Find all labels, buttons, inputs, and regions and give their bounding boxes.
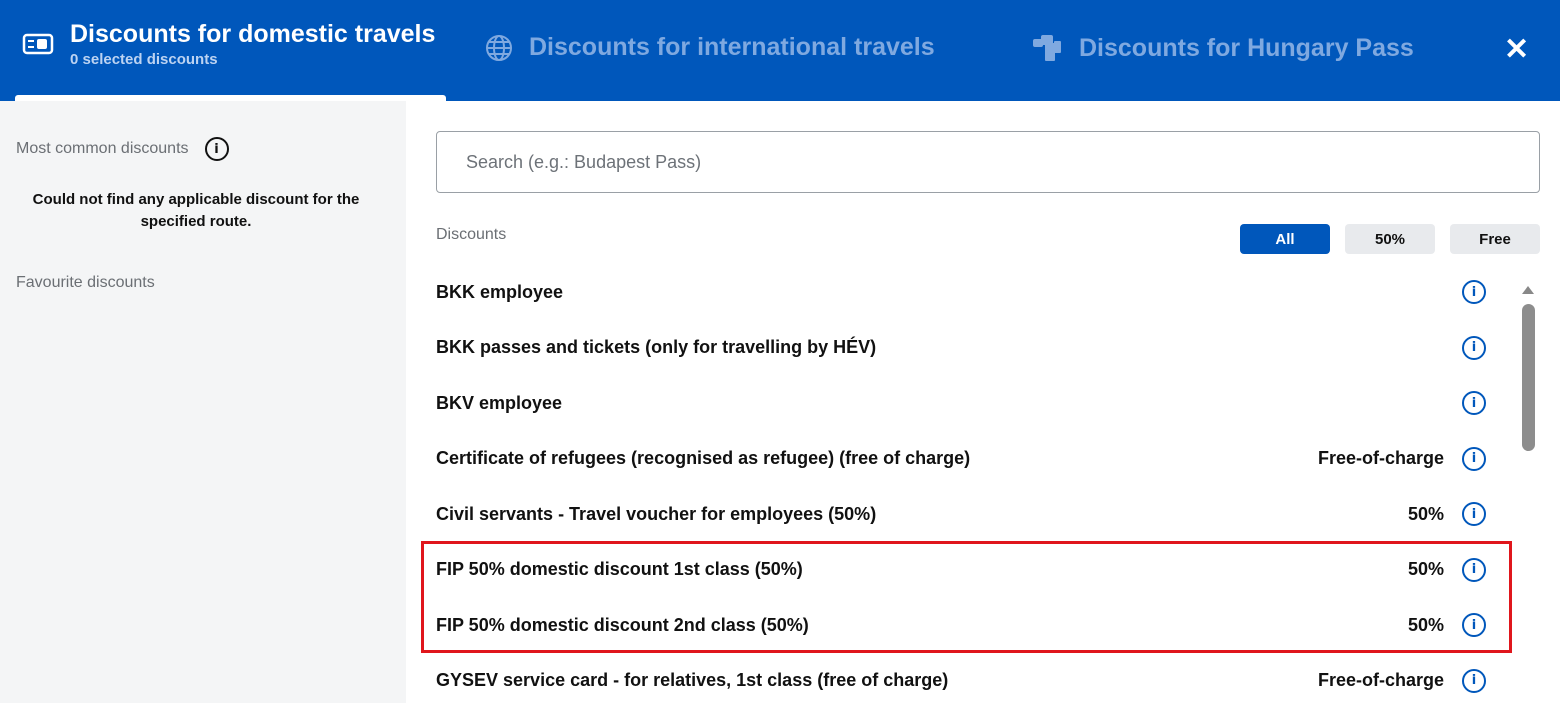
discount-name: GYSEV service card - for relatives, 1st … [436,670,949,690]
discounts-label: Discounts [436,226,507,243]
tab-hungary-pass[interactable]: Discounts for Hungary Pass [1033,33,1414,63]
most-common-heading: Most common discounts i [16,137,229,161]
discount-row[interactable]: GYSEV service card - for relatives, 1st … [436,661,1486,701]
info-icon[interactable]: i [1462,446,1486,471]
tab-title: Discounts for domestic travels [70,20,436,48]
discount-value: Free-of-charge [1317,448,1444,468]
discount-name: BKK passes and tickets (only for travell… [436,337,877,357]
discount-name: FIP 50% domestic discount 1st class (50%… [436,559,803,579]
tab-label: Discounts for Hungary Pass [1079,33,1414,62]
tab-label: Discounts for international travels [529,33,935,61]
close-icon[interactable]: ✕ [1504,33,1530,66]
discount-row[interactable]: BKV employee i [436,383,1486,423]
info-icon[interactable]: i [1462,335,1486,360]
discount-value: 50% [1407,559,1444,579]
discount-value: 50% [1407,503,1444,524]
search-input[interactable] [436,131,1540,193]
discount-row[interactable]: FIP 50% domestic discount 1st class (50%… [436,550,1486,590]
tab-international[interactable]: Discounts for international travels [485,33,935,62]
favourite-label: Favourite discounts [16,274,155,291]
info-icon[interactable]: i [204,137,229,161]
info-icon[interactable]: i [1462,391,1486,415]
info-icon[interactable]: i [1462,280,1486,304]
discount-name: FIP 50% domestic discount 2nd class (50%… [436,614,809,635]
discount-row[interactable]: BKK employee i [436,272,1486,312]
tab-domestic[interactable]: Discounts for domestic travels 0 selected… [22,20,435,68]
sidebar: Most common discounts i Could not find a… [0,101,406,703]
discount-row[interactable]: FIP 50% domestic discount 2nd class (50%… [436,605,1486,645]
info-icon[interactable]: i [1462,613,1486,637]
discount-name: Civil servants - Travel voucher for empl… [436,503,877,524]
discount-row[interactable]: BKK passes and tickets (only for travell… [436,328,1486,368]
header: Discounts for domestic travels 0 selected… [0,0,1560,103]
active-tab-indicator [15,95,446,103]
filter-all-button[interactable]: All [1240,224,1330,254]
most-common-label: Most common discounts [16,140,189,157]
highlight-box [421,541,1512,653]
filter-free-button[interactable]: Free [1450,224,1540,254]
card-icon [22,32,54,56]
info-icon[interactable]: i [1462,668,1486,693]
selected-count: 0 selected discounts [70,51,218,68]
filter-50-button[interactable]: 50% [1345,224,1435,254]
discount-value: Free-of-charge [1317,670,1444,690]
discount-name: BKK employee [436,281,564,302]
globe-icon [485,34,513,62]
empty-message: Could not find any applicable discount f… [32,191,360,230]
discount-name: BKV employee [436,392,563,413]
discount-name: Certificate of refugees (recognised as r… [436,448,971,468]
discount-row[interactable]: Certificate of refugees (recognised as r… [436,439,1486,479]
scroll-up-arrow[interactable] [1522,286,1534,294]
info-icon[interactable]: i [1462,502,1486,526]
scrollbar-thumb[interactable] [1522,304,1535,451]
info-icon[interactable]: i [1462,557,1486,582]
tickets-icon [1033,33,1063,63]
discount-row[interactable]: Civil servants - Travel voucher for empl… [436,494,1486,534]
discount-value: 50% [1407,614,1444,635]
